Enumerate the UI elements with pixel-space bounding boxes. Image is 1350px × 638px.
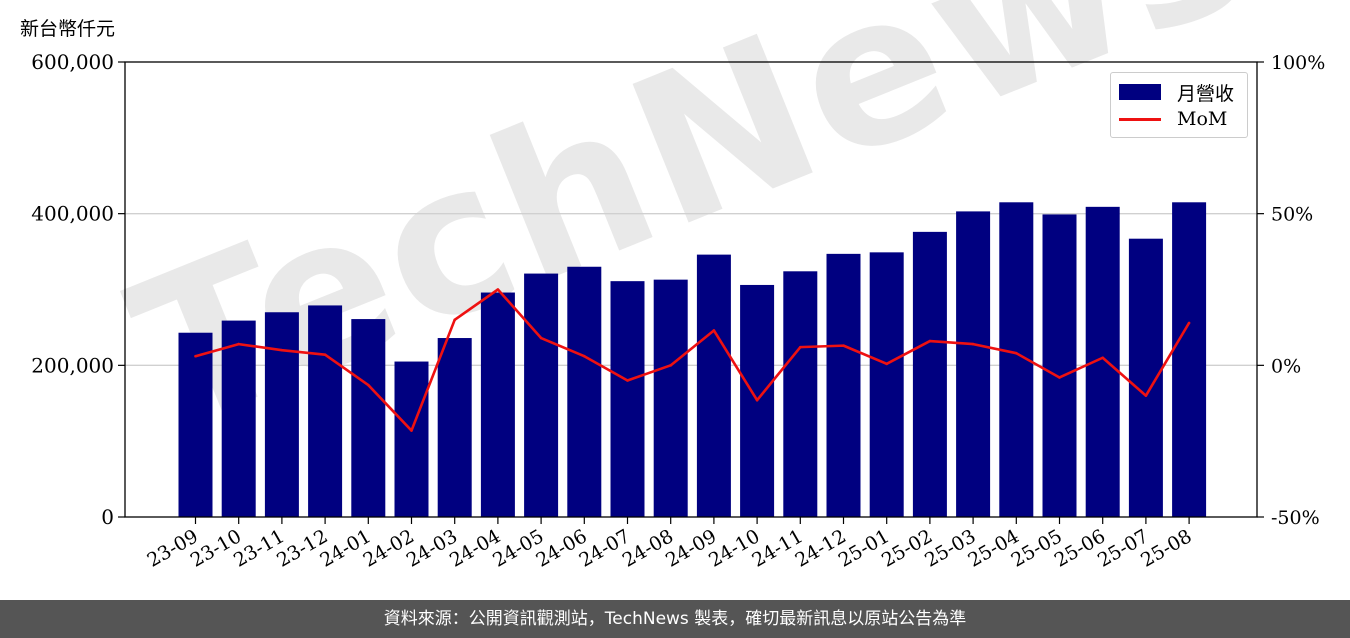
bar-24-08 — [653, 279, 688, 517]
bar-25-08 — [1172, 202, 1207, 517]
mom-point-24-06 — [583, 354, 586, 358]
legend-swatch-bar — [1119, 84, 1161, 100]
x-tick-label: 25-08 — [1137, 525, 1195, 571]
mom-point-24-11 — [799, 345, 802, 349]
mom-point-24-03 — [453, 318, 457, 322]
bar-24-09 — [696, 254, 731, 517]
bar-24-03 — [437, 338, 472, 517]
left-tick-label: 600,000 — [31, 50, 114, 74]
bar-23-09 — [178, 332, 213, 517]
bar-24-02 — [394, 361, 429, 517]
mom-point-24-01 — [367, 383, 370, 387]
bar-24-01 — [351, 319, 386, 517]
bar-24-06 — [567, 266, 602, 517]
mom-point-24-02 — [410, 429, 413, 432]
legend-swatch-line — [1119, 117, 1161, 121]
left-tick-label: 200,000 — [31, 353, 114, 377]
mom-point-23-12 — [323, 353, 327, 357]
mom-point-24-04 — [496, 288, 500, 291]
right-tick-label: 0% — [1271, 355, 1301, 377]
bar-23-11 — [264, 312, 299, 517]
mom-point-23-10 — [237, 342, 240, 346]
footer-source-note: 資料來源：公開資訊觀測站，TechNews 製表，確切最新訊息以原站公告為準 — [0, 600, 1350, 638]
bar-series — [178, 202, 1207, 518]
legend-label-revenue: 月營收 — [1177, 82, 1235, 105]
right-tick-label: -50% — [1271, 507, 1320, 529]
bar-25-01 — [869, 252, 904, 517]
bar-23-12 — [308, 305, 343, 517]
mom-point-23-09 — [194, 354, 197, 358]
legend-item-revenue: 月營收 — [1119, 80, 1235, 105]
bar-24-05 — [524, 273, 559, 517]
mom-point-23-11 — [280, 348, 284, 352]
unit-label: 新台幣仟元 — [20, 18, 116, 40]
chart: TechNews 0200,000400,000600,000-50%0%50%… — [31, 0, 1325, 572]
legend-label-mom: MoM — [1177, 108, 1228, 130]
bar-24-11 — [783, 271, 818, 517]
bar-24-12 — [826, 253, 861, 517]
mom-point-24-08 — [669, 364, 672, 367]
bar-25-05 — [1042, 214, 1077, 518]
mom-point-24-09 — [712, 329, 716, 332]
left-tick-label: 0 — [101, 505, 114, 529]
mom-series — [194, 288, 1191, 432]
bar-23-10 — [221, 320, 256, 517]
right-tick-label: 100% — [1271, 52, 1325, 74]
mom-point-24-05 — [539, 336, 543, 340]
mom-point-25-05 — [1058, 376, 1061, 379]
legend-item-mom: MoM — [1119, 107, 1227, 131]
mom-point-25-04 — [1015, 351, 1018, 355]
mom-point-25-01 — [885, 362, 888, 366]
mom-point-25-07 — [1144, 394, 1148, 397]
plot-frame — [124, 61, 1258, 518]
bar-25-03 — [956, 211, 991, 517]
mom-line — [195, 288, 1191, 432]
bar-24-07 — [610, 281, 645, 517]
mom-point-24-07 — [626, 379, 629, 382]
legend: 月營收 MoM — [1110, 72, 1248, 138]
right-tick-label: 50% — [1271, 204, 1313, 226]
bar-25-02 — [912, 231, 947, 517]
mom-point-25-02 — [928, 339, 932, 343]
mom-point-24-10 — [755, 398, 759, 402]
mom-point-25-06 — [1101, 356, 1104, 360]
left-tick-label: 400,000 — [31, 202, 114, 226]
bar-24-04 — [480, 292, 515, 517]
mom-point-25-08 — [1187, 321, 1191, 325]
mom-point-24-12 — [842, 344, 845, 347]
mom-point-25-03 — [971, 342, 975, 346]
